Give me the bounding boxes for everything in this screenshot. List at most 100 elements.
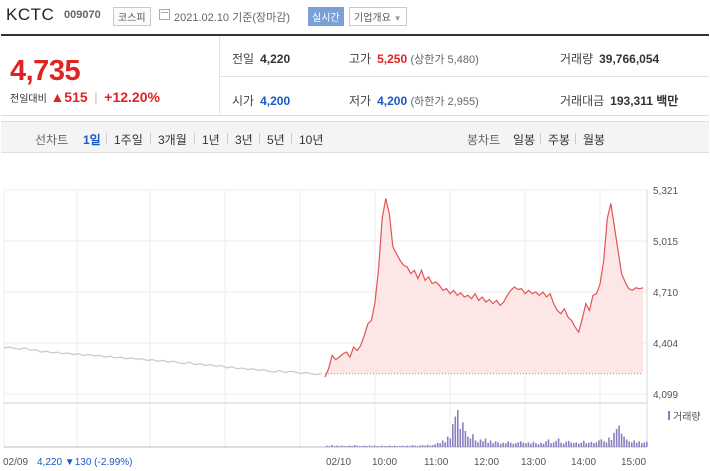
volume-bar <box>376 446 378 447</box>
volume-bar <box>535 443 537 447</box>
volume-bar <box>406 445 409 447</box>
volume-bar <box>620 433 623 447</box>
volume-bar <box>429 445 431 447</box>
stat-value: 4,200 <box>377 94 408 108</box>
stat-volume: 거래량 39,766,054 <box>560 50 659 67</box>
volume-bar <box>545 441 547 447</box>
volume-bar <box>414 445 416 447</box>
volume-bar <box>590 441 593 447</box>
line-chart-label: 선차트 <box>35 133 69 147</box>
x-tick-label: 12:00 <box>474 457 499 468</box>
volume-bar <box>641 443 643 447</box>
tab-1w[interactable]: 1주일 <box>114 133 143 147</box>
volume-bar <box>446 436 449 447</box>
stat-prev: 전일 4,220 <box>232 50 290 67</box>
volume-bar <box>520 441 522 447</box>
series-line-today <box>324 198 644 378</box>
volume-bar <box>537 444 540 447</box>
volume-bar <box>565 441 567 447</box>
volume-bar <box>492 443 494 447</box>
divider <box>291 133 292 144</box>
x-tick-label: 15:00 <box>621 457 646 468</box>
stock-code: 009070 <box>64 9 101 21</box>
volume-bar <box>562 443 565 447</box>
volume-bar <box>567 440 570 447</box>
tab-1y[interactable]: 1년 <box>202 133 220 147</box>
volume-bar <box>555 440 557 447</box>
volume-bar <box>394 445 396 447</box>
volume-bar <box>575 442 577 447</box>
volume-bar <box>378 446 381 447</box>
tab-monthly[interactable]: 월봉 <box>583 133 606 147</box>
tab-weekly[interactable]: 주봉 <box>548 133 571 147</box>
x-tick-label: 14:00 <box>571 457 596 468</box>
stat-label: 전일 <box>232 52 255 66</box>
volume-bar <box>487 442 489 447</box>
company-overview-button[interactable]: 기업개요 ▼ <box>349 7 407 26</box>
tab-3y[interactable]: 3년 <box>235 133 253 147</box>
volume-bar <box>338 446 341 447</box>
stat-open: 시가 4,200 <box>232 92 290 109</box>
volume-bar <box>341 445 343 447</box>
volume-bar <box>358 446 361 447</box>
volume-bar <box>449 438 452 447</box>
realtime-button[interactable]: 실시간 <box>308 7 344 26</box>
volume-bar <box>593 443 595 447</box>
stat-label: 고가 <box>349 52 372 66</box>
volume-bar <box>464 430 467 447</box>
divider: | <box>94 90 98 105</box>
volume-bar <box>444 442 446 447</box>
volume-bar <box>434 444 436 447</box>
tab-3m[interactable]: 3개월 <box>158 133 187 147</box>
divider <box>194 133 195 144</box>
volume-bar <box>351 446 353 447</box>
stat-low: 저가 4,200 (하한가 2,955) <box>349 92 479 109</box>
volume-bar <box>404 446 406 447</box>
volume-bar <box>411 445 414 447</box>
y-tick-label: 5,321 <box>653 186 678 197</box>
stock-header: KCTC 009070 코스피 2021.02.10 기준(장마감) 실시간 기… <box>0 0 710 30</box>
volume-bar <box>600 439 603 447</box>
y-tick-label: 4,099 <box>653 390 678 401</box>
stat-value: 39,766,054 <box>599 52 660 66</box>
volume-bar <box>630 442 633 447</box>
volume-bar <box>484 438 487 447</box>
volume-bar <box>331 445 333 447</box>
stat-sub: (하한가 2,955) <box>410 96 479 108</box>
divider <box>540 133 541 144</box>
volume-bar <box>633 440 635 447</box>
volume-bar <box>459 429 462 447</box>
change-value: 515 <box>64 89 88 105</box>
volume-bar <box>578 443 580 447</box>
volume-bar <box>504 443 507 447</box>
volume-bar <box>477 442 479 447</box>
tab-5y[interactable]: 5년 <box>267 133 285 147</box>
volume-bar <box>522 442 525 447</box>
volume-bar <box>585 443 588 447</box>
volume-bar <box>381 445 383 447</box>
volume-bar <box>497 442 499 447</box>
series-area-today <box>325 198 643 378</box>
tab-10y[interactable]: 10년 <box>299 133 324 147</box>
volume-bar <box>366 446 368 447</box>
volume-bar <box>572 443 575 447</box>
volume-bar <box>401 445 404 447</box>
series-line-prev-day <box>3 346 323 376</box>
volume-bar <box>462 422 464 447</box>
stat-value: 193,311 백만 <box>610 94 679 108</box>
volume-bar <box>441 440 444 447</box>
tab-1d[interactable]: 1일 <box>83 133 101 147</box>
volume-bar <box>547 439 550 447</box>
volume-bar <box>482 441 484 447</box>
divider <box>219 36 220 116</box>
tab-daily[interactable]: 일봉 <box>513 133 536 147</box>
divider <box>150 133 151 144</box>
change-label: 전일대비 <box>10 94 47 105</box>
volume-bar <box>416 446 419 447</box>
volume-bar <box>605 442 608 447</box>
company-overview-label: 기업개요 <box>354 13 391 24</box>
volume-bar <box>625 439 628 447</box>
stock-name[interactable]: KCTC <box>6 5 55 24</box>
change-percent: +12.20% <box>104 89 160 105</box>
